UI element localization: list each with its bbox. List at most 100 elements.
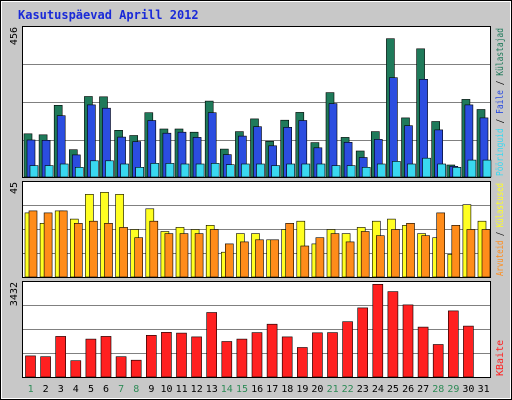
legend-separator: / [495,76,506,90]
bar-hosts-day-20 [315,237,325,278]
bar-kbytes-day-26 [402,304,414,378]
bar-kbytes-day-28 [432,344,444,378]
x-tick-label-day-5: 5 [88,384,94,395]
x-tick-label-day-17: 17 [266,384,278,395]
bar-hosts-day-1 [28,210,38,278]
bar-pages-day-16 [256,163,265,178]
bar-hosts-day-26 [406,223,415,278]
x-tick-label-day-21: 21 [327,384,339,395]
x-tick-label-day-15: 15 [236,384,248,395]
bar-pages-day-15 [241,163,250,178]
bar-pages-day-22 [346,165,356,178]
x-tick-label-day-26: 26 [402,384,414,395]
ymax-label-bottom: 3432 [9,282,20,306]
bar-hosts-day-31 [481,229,491,278]
bar-hosts-day-30 [466,229,476,278]
bar-pages-day-24 [376,163,386,178]
bar-kbytes-day-27 [417,326,429,378]
legend-entry: Arvuteid [495,241,506,276]
x-tick-label-day-28: 28 [432,384,444,395]
legend-bottom: KBaite [495,340,506,376]
bar-hosts-day-4 [74,223,83,278]
bar-pages-day-9 [150,163,160,178]
x-tick-label-day-14: 14 [221,384,233,395]
x-tick-label-day-3: 3 [58,384,64,395]
bar-kbytes-day-6 [100,336,112,378]
bar-pages-day-18 [286,163,296,178]
bar-kbytes-day-30 [463,325,474,378]
bar-hosts-day-23 [360,231,370,278]
bar-kbytes-day-11 [176,332,187,378]
bar-pages-day-12 [195,163,205,178]
bar-pages-day-28 [437,163,447,178]
bar-hosts-day-15 [240,241,249,278]
legends: Pööringuid / Faile / Külastajad Arvuteid … [495,28,506,376]
bar-hosts-day-27 [421,235,430,278]
bar-kbytes-day-9 [146,334,157,378]
legend-middle: Arvuteid / Külastused [495,183,506,276]
x-tick-label-day-4: 4 [73,384,79,395]
bar-pages-day-7 [120,163,129,178]
bar-kbytes-day-22 [342,321,353,378]
bar-hosts-day-29 [451,225,461,278]
bar-hosts-day-11 [179,233,189,278]
legend-entry: Külastajad [495,28,506,76]
x-tick-label-day-8: 8 [133,384,139,395]
bar-hosts-day-21 [330,233,340,278]
x-tick-label-day-12: 12 [191,384,203,395]
legend-separator: / [495,227,506,240]
x-tick-label-day-16: 16 [251,384,263,395]
bar-kbytes-day-15 [236,338,248,378]
bar-hosts-day-5 [89,220,98,278]
bar-hosts-day-25 [391,229,400,278]
bar-kbytes-day-13 [206,312,217,378]
bar-pages-day-6 [105,160,114,178]
bar-kbytes-day-3 [55,336,67,378]
bar-kbytes-day-12 [191,336,202,378]
x-tick-label-day-6: 6 [103,384,109,395]
bar-hosts-day-8 [134,237,143,278]
x-tick-label-day-25: 25 [387,384,399,395]
bar-marks [23,38,492,378]
bar-hosts-day-22 [345,241,355,278]
bar-pages-day-11 [180,163,190,178]
x-tick-label-day-27: 27 [417,384,429,395]
bar-kbytes-day-25 [387,291,399,378]
bar-pages-day-31 [482,159,492,178]
bar-hosts-day-10 [164,233,174,278]
bar-pages-day-21 [331,165,341,178]
bar-pages-day-23 [361,167,371,178]
bar-kbytes-day-21 [327,332,338,378]
x-tick-label-day-23: 23 [357,384,369,395]
bar-hosts-day-13 [209,229,219,278]
bar-kbytes-day-8 [130,359,142,378]
legend-separator: / [495,114,506,128]
bar-kbytes-day-14 [221,341,233,378]
bar-hosts-day-7 [119,227,128,278]
bar-kbytes-day-16 [251,332,263,378]
x-tick-label-day-13: 13 [206,384,218,395]
bar-kbytes-day-17 [266,323,278,378]
x-tick-label-day-1: 1 [28,384,34,395]
bar-kbytes-day-20 [312,332,323,378]
x-tick-label-day-18: 18 [281,384,293,395]
bar-hosts-day-3 [58,210,68,278]
bar-kbytes-day-7 [115,356,127,378]
legend-entry: Pööringuid [495,128,506,176]
bar-pages-day-8 [135,167,144,178]
bar-kbytes-day-19 [296,347,308,378]
bar-pages-day-29 [452,167,462,178]
bar-kbytes-day-29 [447,310,459,378]
x-tick-label-day-19: 19 [296,384,308,395]
bar-pages-day-30 [467,159,477,178]
bar-pages-day-19 [301,163,311,178]
bar-hosts-day-28 [436,212,446,278]
legend-entry: KBaite [495,340,506,376]
bar-pages-day-14 [226,164,235,178]
bar-hosts-day-12 [194,233,204,278]
bar-hosts-day-24 [375,235,385,278]
x-tick-label-day-9: 9 [148,384,154,395]
bar-pages-day-4 [75,167,84,178]
bar-pages-day-25 [392,161,401,178]
